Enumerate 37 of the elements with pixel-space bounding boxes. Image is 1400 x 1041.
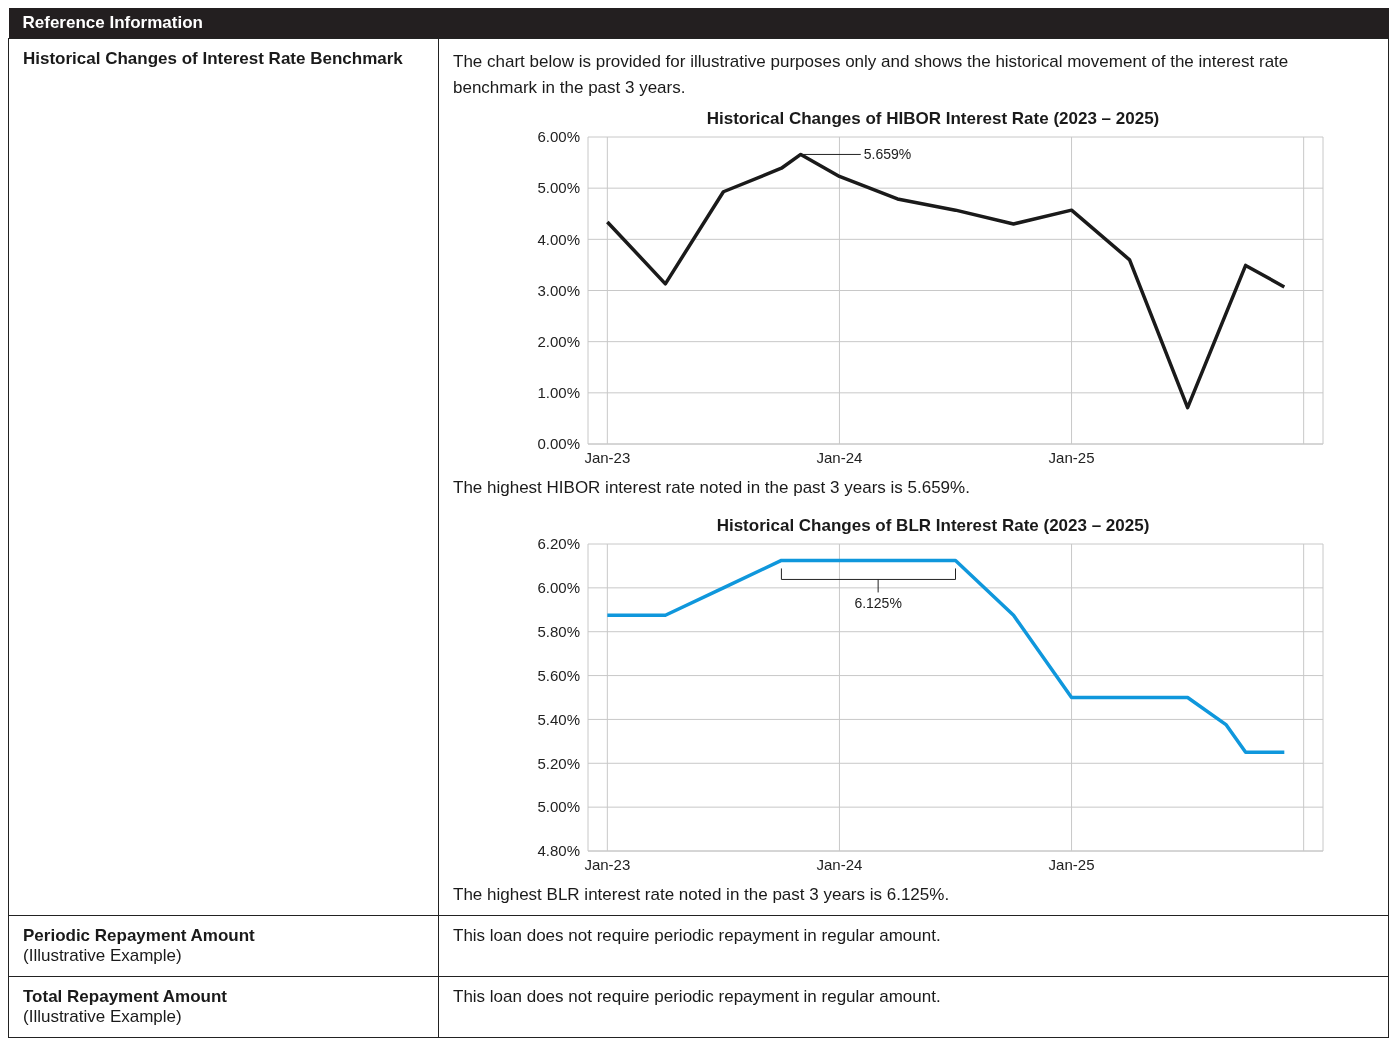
annotation: 6.125% (854, 595, 902, 612)
text: (Illustrative Example) (23, 946, 183, 966)
chart-title: Historical Changes of HIBOR Interest Rate (2023 – 2025) (705, 109, 1161, 129)
chart-title: Historical Changes of BLR Interest Rate (2023 – 2025) (715, 516, 1151, 536)
x-tick-label: Jan-24 (816, 448, 863, 466)
y-tick-label: 5.00% (537, 798, 580, 816)
y-tick-label: 6.00% (537, 128, 580, 146)
annotation: 5.659% (863, 146, 912, 163)
y-tick-label: 5.00% (537, 179, 580, 197)
text: The highest HIBOR interest rate noted in the past 3 years is 5.659%. (453, 478, 971, 498)
x-tick-label: Jan-23 (584, 448, 631, 466)
y-tick-label: 1.00% (537, 384, 580, 402)
y-tick-label: 5.60% (537, 666, 580, 684)
text: This loan does not require periodic repayment in regular amount. (438, 976, 1389, 1038)
text: The chart below is provided for illustrative purposes only and shows the historical movement of the interest rate benchmark in the past 3 years. (453, 51, 1290, 99)
y-tick-label: 5.80% (537, 623, 580, 641)
y-tick-label: 5.20% (537, 754, 580, 772)
text: Historical Changes of Interest Rate Benchmark (8, 38, 439, 916)
y-tick-label: 3.00% (537, 281, 580, 299)
text: (Illustrative Example) (23, 1007, 183, 1027)
text: Total Repayment Amount (23, 987, 228, 1007)
y-tick-label: 4.00% (537, 230, 580, 248)
y-tick-label: 5.40% (537, 710, 580, 728)
x-tick-label: Jan-25 (1048, 448, 1095, 466)
y-tick-label: 2.00% (537, 332, 580, 350)
line-series (605, 558, 1287, 755)
y-tick-label: 6.20% (537, 535, 580, 553)
text: Periodic Repayment Amount (23, 926, 256, 946)
x-tick-label: Jan-25 (1048, 855, 1095, 873)
text: The highest BLR interest rate noted in the past 3 years is 6.125%. (453, 885, 951, 905)
x-tick-label: Jan-24 (816, 855, 863, 873)
text: This loan does not require periodic repayment in regular amount. (438, 915, 1389, 977)
text: Reference Information (8, 8, 1389, 39)
y-tick-label: 0.00% (537, 435, 580, 453)
y-tick-label: 4.80% (537, 842, 580, 860)
y-tick-label: 6.00% (537, 579, 580, 597)
x-tick-label: Jan-23 (584, 855, 631, 873)
